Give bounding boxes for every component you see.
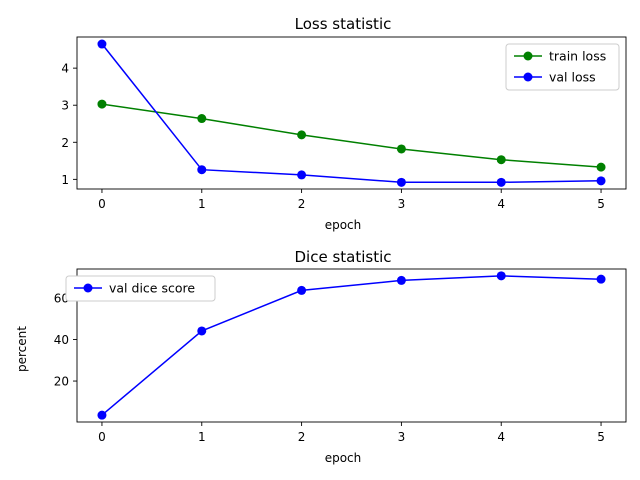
loss-data-point-1-5 [596,176,606,186]
loss-x-tick-label-5: 5 [597,197,605,211]
dice-axes-frame [76,268,627,423]
dice-x-tick-label-2: 2 [298,430,306,444]
dice-y-tick-label-2: 60 [54,291,69,305]
loss-y-tick-label-3: 4 [61,62,69,76]
loss-data-point-1-2 [297,170,307,180]
loss-axes-frame [76,36,627,190]
dice-data-point-0-3 [396,275,406,285]
dice-data-point-0-0 [97,410,107,420]
loss-panel: Loss statistic epoch 0 1 2 3 4 5 1 2 3 4 train lo… [61,15,627,232]
loss-data-point-0-0 [97,99,107,109]
dice-y-axis-label: percent [15,326,29,372]
dice-x-tick-label-0: 0 [98,430,106,444]
loss-plot-area: 0 1 2 3 4 5 1 2 3 4 [61,36,627,211]
dice-chart-title: Dice statistic [294,248,391,266]
loss-legend-label-0: train loss [549,49,606,64]
loss-data-point-1-1 [197,165,207,175]
loss-data-point-0-1 [197,114,207,124]
loss-legend-marker-0 [523,51,533,61]
dice-x-tick-label-3: 3 [398,430,406,444]
loss-x-tick-label-0: 0 [98,197,106,211]
dice-legend-marker-0 [83,283,93,293]
dice-x-tick-label-5: 5 [597,430,605,444]
loss-series-line-0 [101,103,602,168]
loss-x-tick-label-3: 3 [398,197,406,211]
dice-y-tick-label-1: 40 [54,333,69,347]
dice-x-tick-label-1: 1 [198,430,206,444]
loss-x-tick-label-2: 2 [298,197,306,211]
dice-y-tick-label-0: 20 [54,375,69,389]
loss-data-point-1-4 [496,177,506,187]
dice-legend-label-0: val dice score [109,281,195,296]
loss-legend: train loss val loss [505,43,620,91]
loss-series-line-1 [101,43,602,184]
dice-data-point-0-4 [496,271,506,281]
loss-chart-title: Loss statistic [295,15,392,33]
loss-data-point-0-5 [596,162,606,172]
loss-x-tick-label-4: 4 [497,197,505,211]
loss-data-point-1-0 [97,39,107,49]
dice-x-axis-label: epoch [325,451,362,465]
dice-panel: Dice statistic epoch percent 0 1 2 3 4 5 20 40 6… [15,248,627,465]
loss-data-point-0-2 [297,130,307,140]
dice-data-point-0-5 [596,274,606,284]
dice-series-line-0 [101,275,602,416]
dice-plot-area: 0 1 2 3 4 5 20 40 60 [54,268,627,444]
loss-x-tick-label-1: 1 [198,197,206,211]
loss-data-point-0-4 [496,155,506,165]
loss-y-tick-label-1: 2 [61,136,69,150]
dice-data-point-0-1 [197,326,207,336]
loss-x-axis-label: epoch [325,218,362,232]
dice-data-point-0-2 [297,285,307,295]
loss-legend-label-1: val loss [549,70,596,85]
loss-data-point-0-3 [396,144,406,154]
loss-y-tick-label-0: 1 [61,173,69,187]
dice-x-tick-label-4: 4 [497,430,505,444]
loss-legend-marker-1 [523,72,533,82]
dice-legend: val dice score [65,275,216,302]
loss-y-tick-label-2: 3 [61,99,69,113]
dice-legend-box [65,275,216,302]
loss-data-point-1-3 [396,177,406,187]
